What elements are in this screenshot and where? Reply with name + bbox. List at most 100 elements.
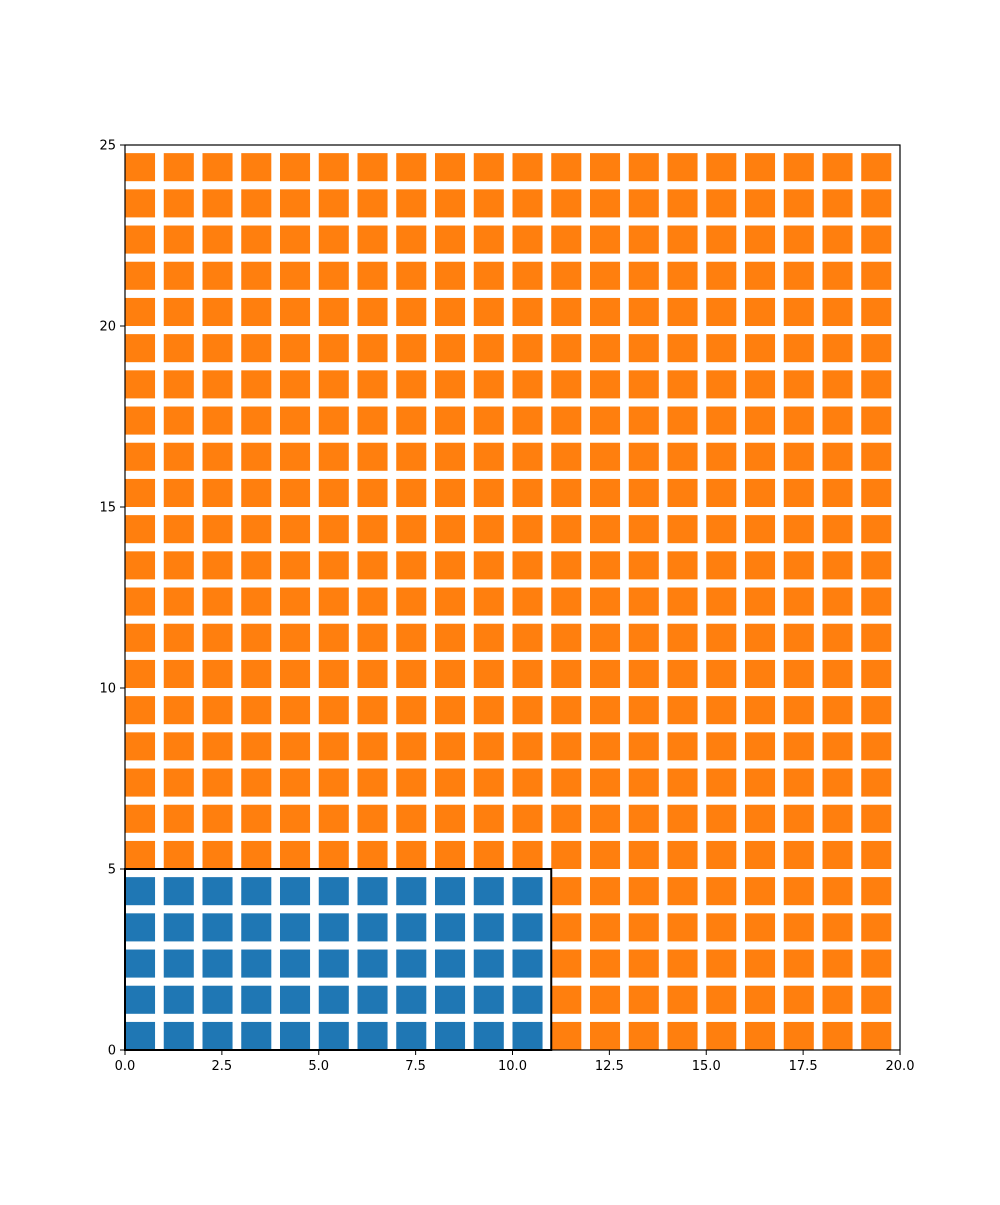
- waffle-cell-orange: [280, 551, 311, 580]
- waffle-cell-orange: [163, 732, 194, 761]
- waffle-cell-orange: [125, 261, 156, 290]
- waffle-cell-orange: [667, 696, 698, 725]
- waffle-cell-orange: [783, 623, 814, 652]
- waffle-cell-blue: [512, 913, 543, 942]
- waffle-cell-orange: [318, 587, 349, 616]
- waffle-cell-orange: [551, 587, 582, 616]
- waffle-cell-orange: [396, 334, 427, 363]
- waffle-cell-orange: [241, 297, 272, 326]
- waffle-cell-orange: [590, 334, 621, 363]
- waffle-cell-orange: [783, 659, 814, 688]
- waffle-cell-orange: [435, 442, 466, 471]
- waffle-cell-orange: [241, 189, 272, 218]
- waffle-cell-orange: [745, 406, 776, 435]
- waffle-cell-orange: [861, 804, 892, 833]
- waffle-cell-orange: [590, 659, 621, 688]
- waffle-cell-orange: [396, 153, 427, 182]
- waffle-cell-orange: [202, 153, 233, 182]
- waffle-cell-orange: [667, 587, 698, 616]
- waffle-cell-orange: [473, 442, 504, 471]
- waffle-cell-orange: [745, 334, 776, 363]
- waffle-cell-blue: [473, 985, 504, 1014]
- waffle-cell-orange: [628, 587, 659, 616]
- waffle-cell-blue: [318, 985, 349, 1014]
- waffle-cell-orange: [745, 623, 776, 652]
- waffle-cell-orange: [822, 659, 853, 688]
- y-tick-label: 25: [99, 139, 116, 154]
- waffle-cell-orange: [667, 261, 698, 290]
- waffle-cell-orange: [435, 804, 466, 833]
- waffle-cell-orange: [783, 189, 814, 218]
- waffle-cell-blue: [318, 1021, 349, 1050]
- waffle-cell-orange: [435, 623, 466, 652]
- waffle-cell-orange: [590, 442, 621, 471]
- waffle-cell-orange: [202, 551, 233, 580]
- waffle-cell-orange: [318, 804, 349, 833]
- waffle-cell-orange: [667, 478, 698, 507]
- waffle-cell-orange: [435, 189, 466, 218]
- waffle-cell-orange: [822, 587, 853, 616]
- waffle-cells: [125, 153, 892, 1050]
- waffle-cell-orange: [202, 732, 233, 761]
- waffle-cell-orange: [822, 334, 853, 363]
- waffle-cell-blue: [435, 949, 466, 978]
- waffle-cell-orange: [125, 189, 156, 218]
- waffle-cell-orange: [783, 370, 814, 399]
- waffle-cell-orange: [861, 696, 892, 725]
- waffle-cell-orange: [202, 696, 233, 725]
- waffle-cell-blue: [357, 877, 388, 906]
- waffle-cell-orange: [396, 732, 427, 761]
- waffle-cell-orange: [280, 225, 311, 254]
- waffle-cell-orange: [241, 442, 272, 471]
- waffle-cell-blue: [280, 1021, 311, 1050]
- waffle-cell-orange: [357, 406, 388, 435]
- waffle-cell-orange: [202, 587, 233, 616]
- waffle-cell-orange: [280, 442, 311, 471]
- waffle-cell-orange: [396, 297, 427, 326]
- waffle-cell-orange: [861, 189, 892, 218]
- waffle-cell-orange: [861, 732, 892, 761]
- waffle-cell-orange: [822, 949, 853, 978]
- waffle-cell-orange: [202, 804, 233, 833]
- waffle-cell-orange: [551, 334, 582, 363]
- waffle-cell-orange: [822, 225, 853, 254]
- waffle-cell-orange: [706, 515, 737, 544]
- waffle-cell-orange: [783, 1021, 814, 1050]
- waffle-cell-orange: [241, 623, 272, 652]
- waffle-cell-blue: [512, 949, 543, 978]
- waffle-cell-orange: [280, 370, 311, 399]
- waffle-cell-orange: [706, 587, 737, 616]
- waffle-cell-orange: [590, 877, 621, 906]
- waffle-cell-orange: [667, 840, 698, 869]
- waffle-cell-orange: [318, 442, 349, 471]
- waffle-cell-orange: [628, 1021, 659, 1050]
- waffle-cell-orange: [357, 153, 388, 182]
- waffle-cell-orange: [318, 478, 349, 507]
- waffle-cell-orange: [783, 297, 814, 326]
- waffle-cell-orange: [512, 478, 543, 507]
- waffle-cell-orange: [822, 551, 853, 580]
- waffle-cell-orange: [357, 261, 388, 290]
- waffle-cell-orange: [551, 225, 582, 254]
- waffle-cell-orange: [318, 696, 349, 725]
- waffle-cell-orange: [357, 587, 388, 616]
- waffle-cell-orange: [396, 261, 427, 290]
- waffle-cell-orange: [125, 370, 156, 399]
- waffle-cell-blue: [473, 913, 504, 942]
- waffle-cell-orange: [822, 913, 853, 942]
- waffle-cell-orange: [357, 225, 388, 254]
- waffle-cell-orange: [280, 406, 311, 435]
- waffle-cell-orange: [125, 515, 156, 544]
- y-tick-label: 10: [99, 682, 116, 697]
- waffle-cell-orange: [396, 696, 427, 725]
- waffle-cell-blue: [163, 985, 194, 1014]
- waffle-cell-orange: [861, 877, 892, 906]
- waffle-cell-orange: [667, 732, 698, 761]
- waffle-cell-orange: [125, 840, 156, 869]
- waffle-cell-orange: [435, 587, 466, 616]
- waffle-cell-orange: [473, 225, 504, 254]
- waffle-cell-orange: [241, 370, 272, 399]
- waffle-cell-orange: [512, 370, 543, 399]
- waffle-cell-blue: [125, 985, 156, 1014]
- waffle-cell-orange: [551, 189, 582, 218]
